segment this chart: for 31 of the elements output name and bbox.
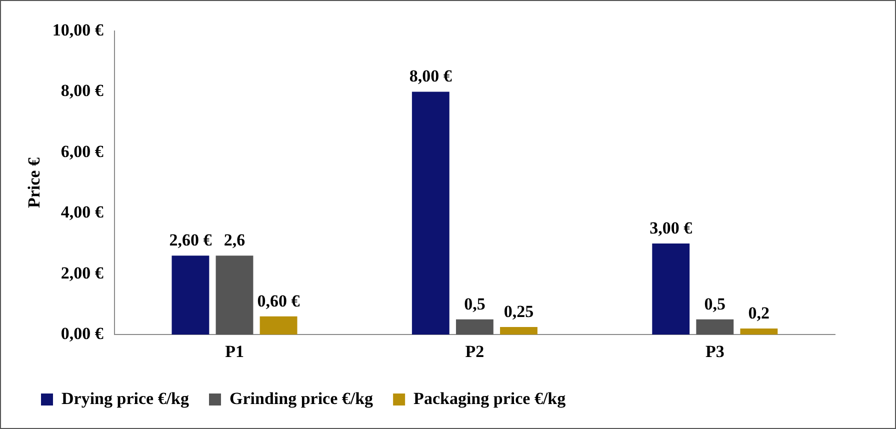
bar [412,92,450,335]
bar [500,327,538,335]
bar [696,319,734,335]
y-tick-label: 8,00 € [60,81,104,100]
data-label: 0,25 [504,302,534,321]
data-label: 3,00 € [650,218,693,238]
data-label: 0,5 [464,294,486,314]
data-label: 0,60 € [257,291,300,310]
x-tick-label: P2 [465,342,484,362]
y-tick-label: 10,00 € [52,20,104,40]
bar [260,316,298,335]
bar [216,256,254,335]
y-tick-label: 4,00 € [60,202,104,222]
legend-label: Drying price €/kg [62,388,190,408]
x-tick-label: P3 [705,342,724,362]
y-tick-label: 6,00 € [60,142,104,161]
data-label: 0,2 [748,303,770,322]
data-label: 8,00 € [409,66,452,86]
legend-label: Packaging price €/kg [414,388,566,408]
bar [456,319,494,335]
y-axis-title: Price € [24,157,44,208]
data-label: 0,5 [704,294,726,314]
bar [172,256,210,335]
legend-label: Grinding price €/kg [229,388,374,408]
data-label: 2,60 € [169,230,212,250]
y-tick-label: 2,00 € [60,263,104,282]
bar [740,328,778,335]
y-tick-label: 0,00 € [60,324,104,343]
bar [652,244,690,335]
x-tick-label: P1 [225,342,244,362]
data-label: 2,6 [224,230,246,250]
